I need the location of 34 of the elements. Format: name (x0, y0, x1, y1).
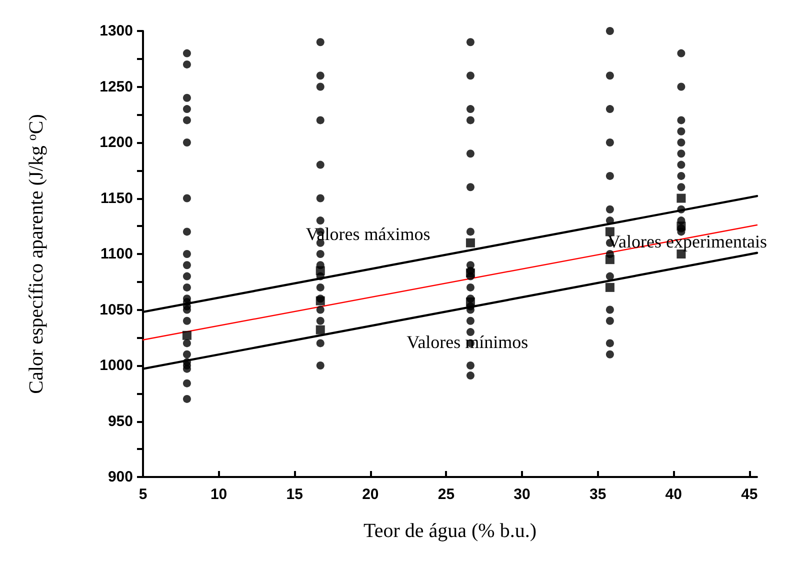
x-tick-label: 40 (665, 486, 682, 503)
point (676, 222, 686, 231)
x-tick-label: 20 (362, 486, 379, 503)
y-axis-title: Calor específico aparente (J/kg oC) (24, 114, 48, 394)
point (182, 330, 192, 340)
point (316, 266, 325, 276)
point (316, 325, 325, 334)
point (676, 194, 686, 203)
x-tick-label: 10 (210, 486, 228, 503)
x-tick-label: 45 (741, 486, 758, 503)
annotation: Valores experimentais (608, 232, 767, 252)
y-tick-label: 950 (108, 412, 133, 430)
y-tick-label: 1250 (100, 78, 133, 96)
annotation: Valores máximos (306, 224, 430, 244)
y-tick-label: 1000 (100, 357, 133, 374)
annotation: Valores mínimos (406, 332, 528, 352)
y-tick-label: 900 (108, 468, 133, 486)
x-tick-label: 30 (514, 486, 530, 503)
y-tick-label: 1150 (100, 190, 133, 207)
y-tick-label: 1050 (100, 301, 133, 318)
y-tick-label: 1100 (100, 246, 133, 262)
y-tick-label: 1200 (100, 134, 133, 151)
point (605, 255, 614, 264)
y-tick-label: 1300 (100, 22, 133, 40)
x-tick-label: 5 (138, 486, 148, 503)
point (605, 282, 614, 292)
x-tick-label: 15 (286, 486, 303, 503)
x-tick-label: 35 (589, 486, 606, 503)
x-axis-title: Teor de água (% b.u.) (364, 520, 536, 542)
point (316, 296, 325, 306)
point (466, 297, 475, 306)
point (466, 268, 475, 278)
x-tick-label: 25 (438, 486, 455, 503)
point (466, 238, 475, 248)
